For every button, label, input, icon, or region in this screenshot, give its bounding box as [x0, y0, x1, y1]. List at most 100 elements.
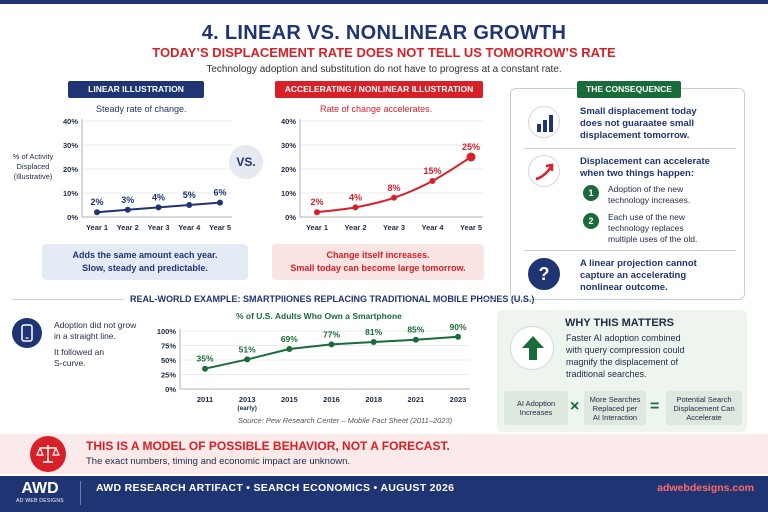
data-label: 3%: [121, 195, 134, 205]
x-tick-label: Year 1: [86, 223, 108, 232]
data-label: 8%: [387, 183, 400, 193]
nonlinear-heading: ACCELERATING / NONLINEAR ILLUSTRATION: [275, 81, 483, 98]
step-2-badge: 2: [583, 213, 599, 229]
data-point: [466, 152, 476, 162]
section-divider-right: [480, 299, 495, 300]
consequence-item2-line3: multiple uses of the old.: [608, 234, 698, 244]
disclaimer-band: [0, 434, 768, 474]
data-point: [244, 356, 251, 363]
real-world-title: REAL-WORLD EXAMPLE: SMARTPIIONES REPLACI…: [130, 294, 535, 304]
y-tick-label: 100%: [157, 327, 177, 336]
consequence-point1-line1: Small displacement today: [580, 106, 697, 117]
consequence-item2-line1: Each use of the new: [608, 212, 686, 222]
vs-badge: VS.: [229, 145, 263, 179]
linear-ylabel-line2: Displaced: [16, 162, 50, 171]
scales-icon: [30, 436, 66, 472]
consequence-point3-line3: nonlinear outcome.: [580, 282, 668, 293]
x-tick-label: Year 3: [147, 223, 169, 232]
why-box3-line1: Potential Search: [676, 394, 732, 404]
y-tick-label: 20%: [281, 165, 296, 174]
data-label: 6%: [213, 188, 226, 198]
step-1-badge: 1: [583, 185, 599, 201]
why-box1-line2: Increases: [519, 408, 553, 417]
smartphone-chart: 0% 25% 50% 75% 100% 35% 2011 51% 2013(early) 69% 2…: [157, 322, 470, 412]
x-tick-label: Year 5: [209, 223, 231, 232]
y-tick-label: 10%: [281, 189, 296, 198]
footer-website-link[interactable]: adwebdesigns.com: [657, 482, 754, 494]
consequence-item1: Adoption of the new technology increases…: [608, 184, 690, 206]
linear-ylabel: % of Activity Displaced (Illustrative): [6, 152, 60, 182]
consequence-point1-line3: displacement tomorrow.: [580, 130, 690, 141]
nonlinear-caption: Rate of change accelerates.: [320, 104, 433, 114]
data-point: [314, 209, 320, 216]
footer-separator: [80, 481, 81, 505]
why-box1-line1: AI Adoption: [516, 399, 556, 408]
data-point: [202, 365, 208, 372]
linear-ylabel-line1: % of Activity: [12, 152, 54, 161]
consequence-point1: Small displacement today does not guaraa…: [580, 106, 697, 142]
real-world-left-note-1: Adoption did not grow in a straight line…: [54, 320, 136, 342]
awd-logo-subtitle: AD WEB DESIGNS: [16, 498, 64, 504]
data-label: 25%: [462, 142, 480, 152]
linear-caption: Steady rate of change.: [96, 104, 187, 114]
data-point: [328, 341, 335, 348]
data-point: [412, 336, 419, 343]
x-tick-label: 2023: [450, 395, 467, 404]
why-text: Faster AI adoption combined with query c…: [566, 332, 685, 380]
bar-chart-icon: [528, 106, 560, 138]
multiply-icon: ×: [570, 398, 580, 415]
page-tagline: Technology adoption and substitution do …: [206, 64, 562, 75]
y-tick-label: 10%: [63, 189, 78, 198]
y-tick-label: 25%: [161, 371, 176, 380]
trend-up-arrow-icon: [528, 155, 560, 187]
disclaimer-subtitle: The exact numbers, timing and economic i…: [86, 456, 351, 467]
consequence-item2-line2: technology replaces: [608, 223, 684, 233]
real-world-left-line3: It followed an: [54, 347, 105, 357]
page-title: 4. LINEAR VS. NONLINEAR GROWTH: [201, 22, 567, 44]
data-label: 15%: [423, 166, 441, 176]
why-box2-line1: More Searches: [589, 394, 641, 404]
why-box2-line3: AI Interaction: [592, 412, 638, 422]
consequence-item1-line1: Adoption of the new: [608, 184, 684, 194]
data-label: 81%: [365, 327, 382, 337]
data-label: 77%: [323, 329, 340, 339]
data-label: 85%: [407, 325, 424, 335]
nonlinear-note: Change itself increases. Small today can…: [272, 244, 484, 280]
smartphone-chart-title: % of U.S. Adults Who Own a Smartphone: [236, 311, 402, 321]
why-box3-line2: Displacement Can: [673, 403, 735, 413]
x-tick-label: 2021: [407, 395, 424, 404]
x-tick-label: Year 3: [383, 223, 405, 232]
data-label: 4%: [349, 192, 362, 202]
x-tick-label: 2015: [281, 395, 298, 404]
why-text-line3: magnify the displacement of: [566, 357, 679, 367]
footer-bar: [0, 476, 768, 512]
data-point: [124, 206, 131, 213]
equals-icon: =: [650, 398, 660, 415]
data-point: [94, 209, 100, 216]
y-tick-label: 0%: [67, 213, 78, 222]
data-label: 4%: [152, 192, 165, 202]
x-tick-label: Year 2: [117, 223, 139, 232]
disclaimer-title: THIS IS A MODEL OF POSSIBLE BEHAVIOR, NO…: [86, 439, 450, 453]
footer-text: AWD RESEARCH ARTIFACT • SEARCH ECONOMICS…: [96, 482, 455, 494]
why-text-line2: with query compression could: [566, 345, 685, 355]
y-tick-label: 40%: [281, 117, 296, 126]
smartphone-icon: [12, 318, 42, 348]
consequence-divider-2: [524, 250, 736, 251]
smartphone-source: Source: Pew Research Center – Mobile Fac…: [238, 416, 453, 425]
data-label: 2%: [90, 197, 103, 207]
why-box-displacement: Potential Search Displacement Can Accele…: [666, 391, 742, 425]
nonlinear-note-line2: Small today can become large tomorrow.: [290, 263, 466, 273]
data-label: 2%: [310, 197, 323, 207]
x-tick-label: Year 4: [178, 223, 201, 232]
x-tick-label: (early): [237, 405, 257, 412]
why-box-adoption: AI Adoption Increases: [504, 391, 568, 425]
real-world-left-line4: S-curve.: [54, 358, 86, 368]
linear-heading: LINEAR ILLUSTRATION: [68, 81, 204, 98]
data-label: 5%: [183, 190, 196, 200]
x-tick-label: 2016: [323, 395, 340, 404]
nonlinear-chart: 0% 10% 20% 30% 40% 2% Year 1 4% Year 2 8% Year 3 15…: [281, 117, 483, 232]
y-tick-label: 0%: [165, 385, 176, 394]
section-divider-left: [12, 299, 124, 300]
